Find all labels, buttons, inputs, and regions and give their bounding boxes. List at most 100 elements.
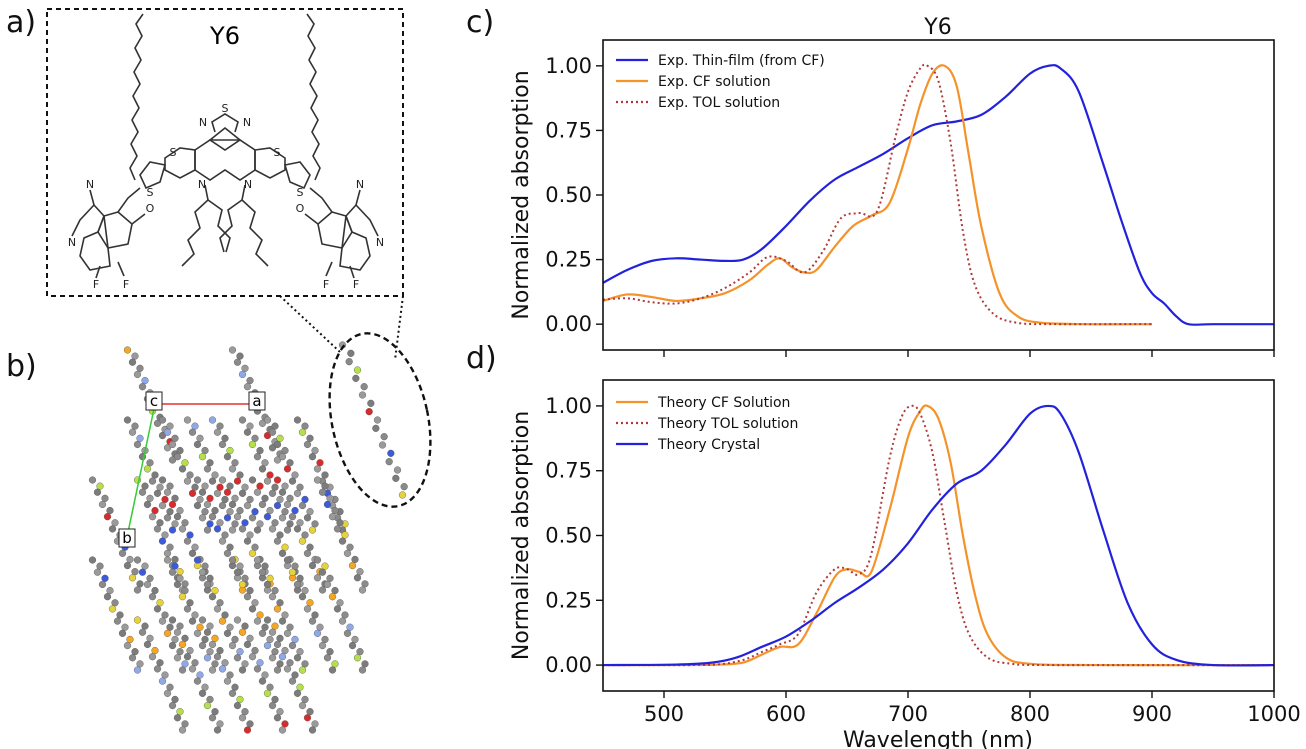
crystal-atom — [241, 708, 249, 716]
crystal-atom — [336, 599, 344, 607]
crystal-atom — [346, 543, 354, 551]
crystal-atom — [173, 628, 182, 636]
crystal-atom — [273, 440, 282, 449]
crystal-atom — [278, 488, 287, 496]
crystal-atom — [173, 654, 182, 662]
crystal-atom — [258, 677, 267, 685]
crystal-atom — [213, 653, 222, 661]
crystal-atom — [238, 370, 247, 379]
crystal-atom — [171, 494, 179, 502]
xtick-label: 500 — [644, 702, 684, 726]
crystal-atom — [176, 708, 184, 716]
crystal-atom — [186, 646, 194, 655]
molecule-frame — [46, 8, 404, 297]
crystal-panel: c a b — [88, 332, 432, 734]
crystal-atom — [281, 446, 289, 455]
crystal-atom — [171, 695, 179, 704]
crystal-atom — [238, 489, 247, 497]
crystal-atom — [263, 616, 272, 624]
crystal-atom — [261, 671, 269, 679]
crystal-atom — [153, 605, 162, 613]
crystal-atom — [211, 506, 219, 515]
crystal-atom — [311, 720, 319, 728]
crystal-atom — [188, 665, 197, 673]
crystal-atom — [360, 383, 368, 391]
crystal-atom — [278, 617, 287, 625]
crystal-atom — [231, 459, 239, 467]
crystal-atom — [243, 640, 252, 649]
atom-label-S: S — [147, 186, 154, 199]
crystal-atom — [183, 653, 192, 661]
crystal-atom — [321, 471, 329, 479]
crystal-atom — [306, 708, 314, 716]
crystal-atom — [161, 531, 169, 539]
crystal-atom — [373, 416, 382, 424]
crystal-atom — [221, 434, 229, 442]
atom-label-N: N — [68, 236, 76, 249]
crystal-atom — [158, 617, 167, 625]
crystal-atom — [168, 440, 177, 449]
crystal-atom — [253, 617, 262, 625]
crystal-atom — [231, 494, 239, 502]
atom-label-S: S — [274, 146, 281, 159]
crystal-atom — [221, 611, 229, 619]
crystal-atom — [143, 640, 152, 649]
crystal-atom — [263, 689, 272, 697]
crystal-atom — [211, 471, 219, 479]
crystal-atom — [233, 568, 242, 576]
molecule-panel: Y6 — [46, 8, 404, 361]
crystal-atom — [246, 634, 254, 642]
crystal-atom — [173, 580, 182, 589]
crystal-atom — [211, 634, 219, 642]
crystal-atom — [228, 465, 237, 473]
crystal-atom — [136, 364, 144, 372]
crystal-atom — [133, 616, 142, 624]
crystal-atom — [143, 500, 152, 509]
crystal-atom — [283, 665, 292, 673]
crystal-atom — [281, 646, 289, 655]
crystal-atom — [168, 641, 177, 650]
crystal-atom — [352, 374, 360, 382]
crystal-atom — [343, 629, 352, 637]
atom-label-N: N — [198, 178, 206, 191]
crystal-atom — [278, 549, 287, 557]
crystal-atom — [191, 422, 199, 430]
crystal-atom — [148, 653, 157, 661]
crystal-atom — [163, 428, 172, 436]
crystal-atom — [201, 683, 209, 691]
chart-c-series — [602, 63, 1274, 326]
crystal-atom — [358, 391, 367, 399]
crystal-atom — [201, 562, 209, 570]
crystal-atom — [243, 726, 252, 734]
crystal-atom — [246, 376, 254, 385]
crystal-atom — [261, 494, 269, 502]
crystal-atom — [126, 555, 134, 564]
ytick-label: 0.25 — [545, 248, 592, 272]
crystal-atom — [223, 677, 232, 685]
crystal-atom — [201, 482, 209, 490]
crystal-atom — [216, 422, 224, 430]
crystal-atom — [231, 520, 239, 528]
crystal-atom — [306, 599, 314, 607]
crystal-atom — [261, 562, 269, 570]
crystal-atom — [321, 562, 329, 570]
crystal-atom — [361, 580, 369, 588]
crystal-atom — [148, 477, 157, 485]
crystal-atom — [176, 648, 184, 656]
crystal-atom — [203, 500, 212, 509]
crystal-atom — [208, 714, 217, 722]
crystal-atom — [203, 580, 212, 589]
crystal-atom — [223, 514, 232, 522]
crystal-atom — [141, 376, 149, 385]
crystal-atom — [183, 416, 192, 424]
crystal-atom — [276, 599, 284, 607]
crystal-atom — [266, 574, 274, 582]
crystal-atom — [163, 514, 172, 522]
crystal-atom — [248, 476, 257, 484]
crystal-atom — [136, 580, 144, 588]
atom-label-O: O — [146, 202, 155, 215]
crystal-atom — [206, 622, 214, 630]
crystal-atom — [163, 556, 172, 564]
crystal-atom — [208, 513, 217, 521]
crystal-atom — [246, 495, 254, 504]
